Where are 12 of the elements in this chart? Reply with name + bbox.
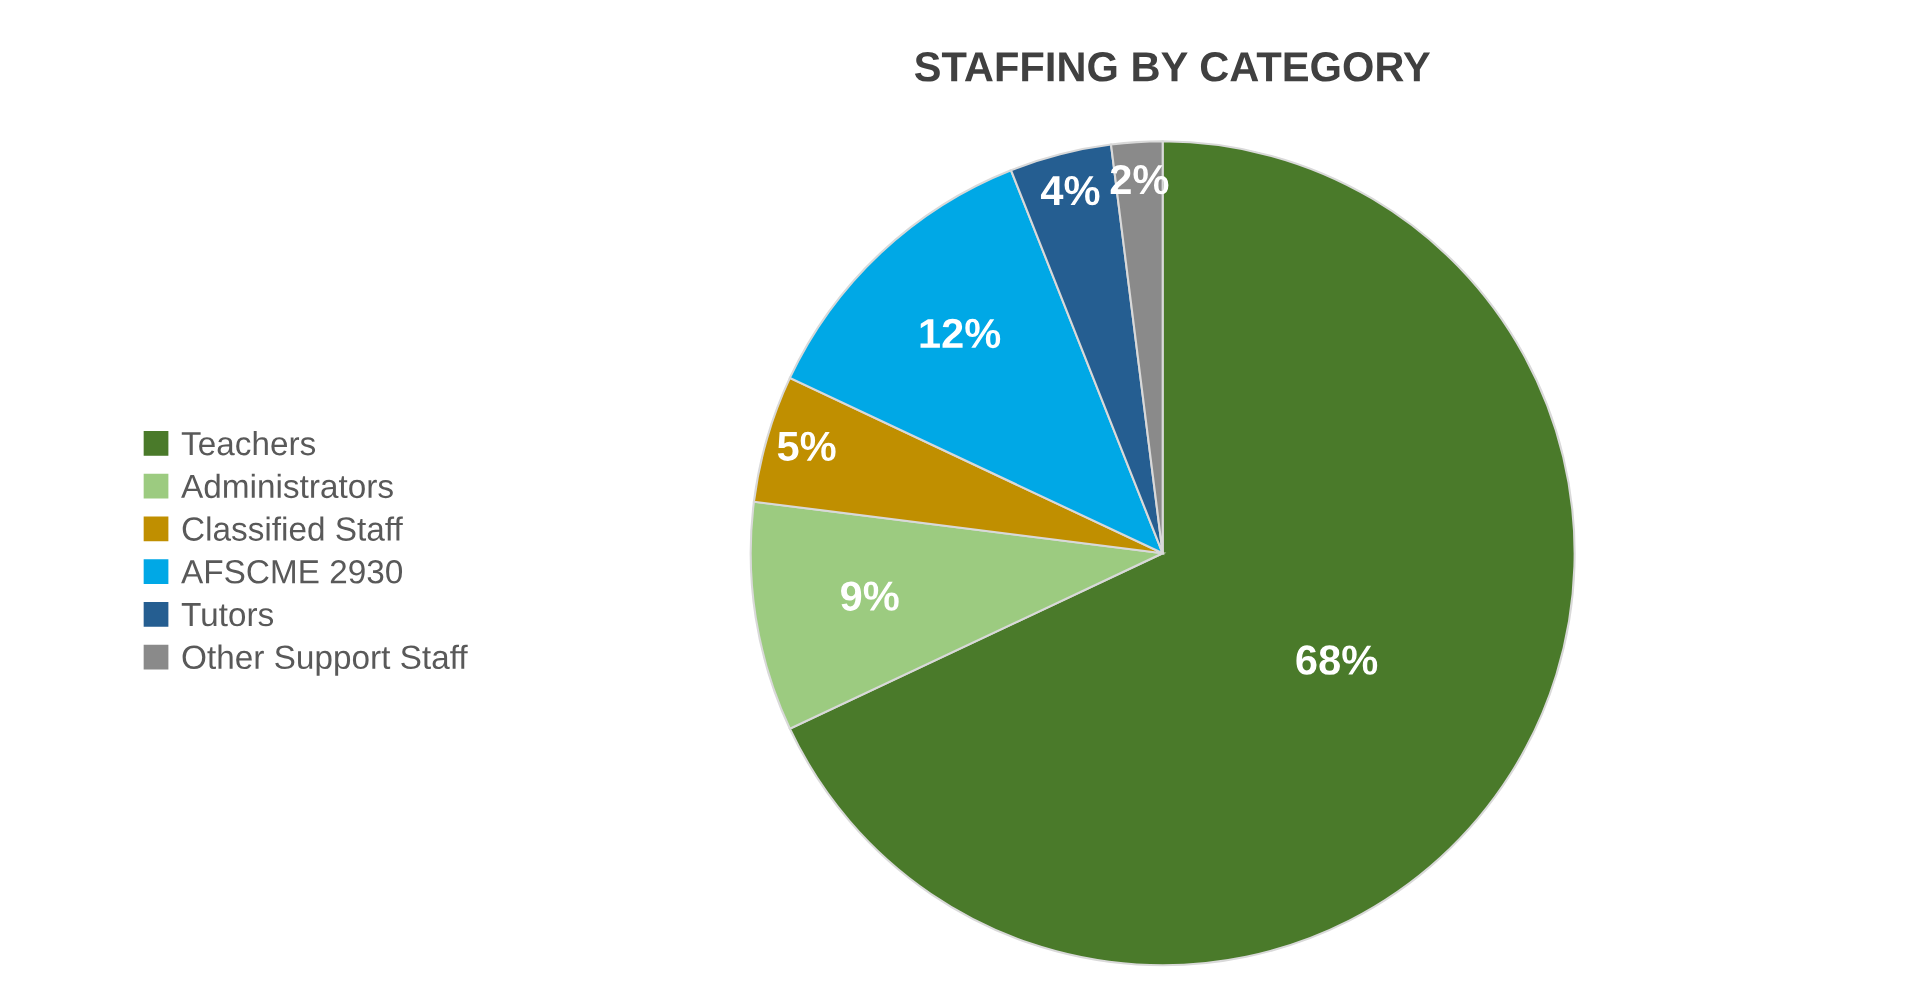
legend-label: Tutors xyxy=(181,603,274,627)
data-label: 5% xyxy=(777,431,836,462)
legend-label: Teachers xyxy=(181,430,316,456)
data-label: 12% xyxy=(920,318,1001,349)
legend-label: AFSCME 2930 xyxy=(181,560,403,584)
legend-label: Administrators xyxy=(181,473,393,499)
data-label: 4% xyxy=(1040,175,1100,206)
chart-title: STAFFING BY CATEGORY xyxy=(914,52,1431,82)
legend-label: Other Support Staff xyxy=(182,644,468,676)
data-label: 68% xyxy=(1296,645,1378,675)
data-label: 9% xyxy=(841,581,899,611)
legend-label: Classified Staff xyxy=(182,516,403,541)
